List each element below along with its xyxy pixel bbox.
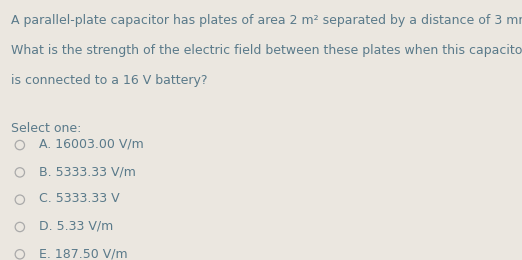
Text: Select one:: Select one:: [11, 122, 82, 135]
Text: A. 16003.00 V/m: A. 16003.00 V/m: [39, 138, 144, 151]
Text: What is the strength of the electric field between these plates when this capaci: What is the strength of the electric fie…: [11, 44, 522, 57]
Text: B. 5333.33 V/m: B. 5333.33 V/m: [39, 165, 136, 178]
Text: C. 5333.33 V: C. 5333.33 V: [39, 192, 120, 205]
Text: D. 5.33 V/m: D. 5.33 V/m: [39, 220, 113, 233]
Text: is connected to a 16 V battery?: is connected to a 16 V battery?: [11, 74, 208, 87]
Text: E. 187.50 V/m: E. 187.50 V/m: [39, 247, 128, 260]
Text: A parallel-plate capacitor has plates of area 2 m² separated by a distance of 3 : A parallel-plate capacitor has plates of…: [11, 14, 522, 27]
